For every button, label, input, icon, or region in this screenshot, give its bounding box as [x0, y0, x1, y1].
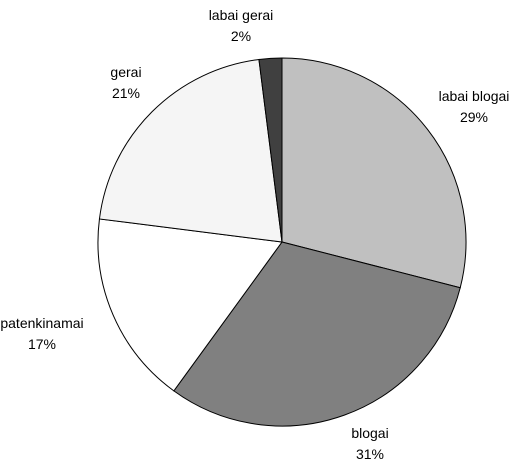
slice-value-label: 2% [231, 28, 251, 44]
pie-slices [97, 57, 467, 427]
pie-slice-gerai [98, 58, 283, 243]
slice-value-label: 17% [28, 336, 56, 352]
pie-slice-labai-gerai [258, 57, 283, 243]
slice-label: patenkinamai [0, 315, 83, 331]
slice-label: labai gerai [209, 7, 274, 23]
pie-slice-labai-blogai [281, 57, 467, 289]
slice-label: blogai [351, 425, 388, 441]
pie-slice-blogai [173, 241, 461, 427]
slice-value-label: 21% [112, 85, 140, 101]
pie-labels: labai blogai 29% blogai 31% patenkinamai 17% g… [0, 7, 509, 462]
slice-label: labai blogai [439, 88, 510, 104]
slice-value-label: 29% [460, 109, 488, 125]
slice-label: gerai [110, 64, 141, 80]
slice-value-label: 31% [356, 446, 384, 462]
pie-slice-patenkinamai [97, 218, 283, 392]
